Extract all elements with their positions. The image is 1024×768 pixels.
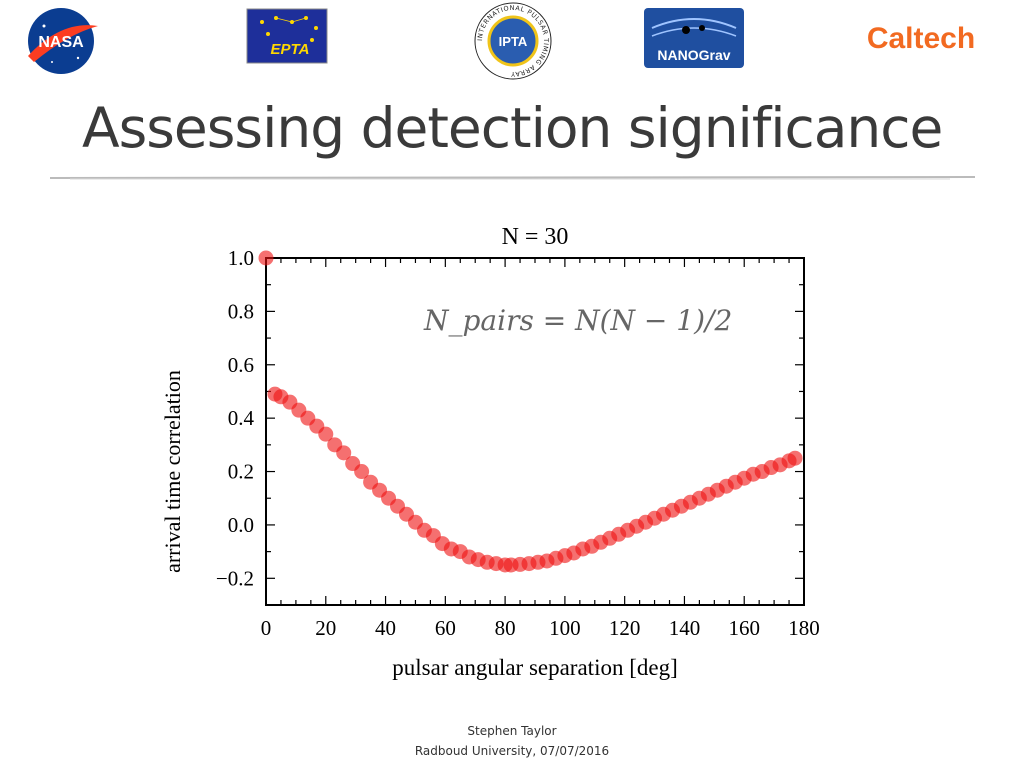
- x-tick-label: 120: [609, 616, 641, 640]
- chart-title: N = 30: [502, 224, 569, 250]
- nanograv-logo: NANOGrav: [644, 8, 744, 68]
- y-tick-label: 1.0: [228, 246, 254, 270]
- footer-author: Stephen Taylor: [467, 724, 557, 738]
- x-tick-label: 140: [669, 616, 701, 640]
- formula-annotation: N_pairs = N(N − 1)/2: [423, 304, 732, 337]
- x-axis-label: pulsar angular separation [deg]: [392, 655, 677, 680]
- ipta-logo-text: IPTA: [499, 34, 528, 49]
- x-tick-label: 20: [315, 616, 336, 640]
- data-point: [258, 250, 274, 266]
- epta-logo-text: EPTA: [271, 41, 310, 58]
- slide-title: Assessing detection significance: [82, 96, 943, 160]
- y-tick-label: 0.4: [228, 406, 255, 430]
- ipta-logo: INTERNATIONAL PULSAR TIMING ARRAY IPTA: [474, 2, 552, 80]
- data-point: [318, 426, 334, 442]
- nasa-logo: NASA: [28, 8, 98, 74]
- footer-venue: Radboud University, 07/07/2016: [414, 744, 610, 758]
- y-tick-label: −0.2: [216, 566, 254, 590]
- y-tick-label: 0.8: [228, 299, 254, 323]
- data-point: [354, 464, 370, 480]
- x-tick-label: 80: [495, 616, 516, 640]
- x-tick-label: 0: [261, 616, 272, 640]
- caltech-logo: Caltech: [867, 22, 975, 55]
- x-tick-label: 180: [788, 616, 820, 640]
- nanograv-logo-text: NANOGrav: [657, 47, 730, 63]
- x-tick-label: 100: [549, 616, 581, 640]
- y-tick-label: 0.0: [228, 513, 254, 537]
- data-point: [336, 445, 352, 461]
- caltech-logo-text: Caltech: [867, 22, 975, 55]
- x-tick-label: 40: [375, 616, 396, 640]
- chart-labels: 0 20 40 60 80 100 120 140 160 180 −0.2 0.0 0.2 0.4 0.6…: [160, 224, 820, 680]
- x-tick-label: 160: [728, 616, 760, 640]
- y-tick-label: 0.2: [228, 460, 254, 484]
- epta-logo: EPTA: [246, 8, 328, 64]
- nasa-logo-text: NASA: [38, 34, 84, 51]
- y-tick-label: 0.6: [228, 353, 254, 377]
- chart-points: [258, 250, 803, 573]
- data-point: [787, 450, 803, 466]
- title-divider: [50, 176, 975, 180]
- chart-axes: [265, 257, 805, 606]
- x-tick-label: 60: [435, 616, 456, 640]
- y-axis-label: arrival time correlation: [160, 370, 185, 573]
